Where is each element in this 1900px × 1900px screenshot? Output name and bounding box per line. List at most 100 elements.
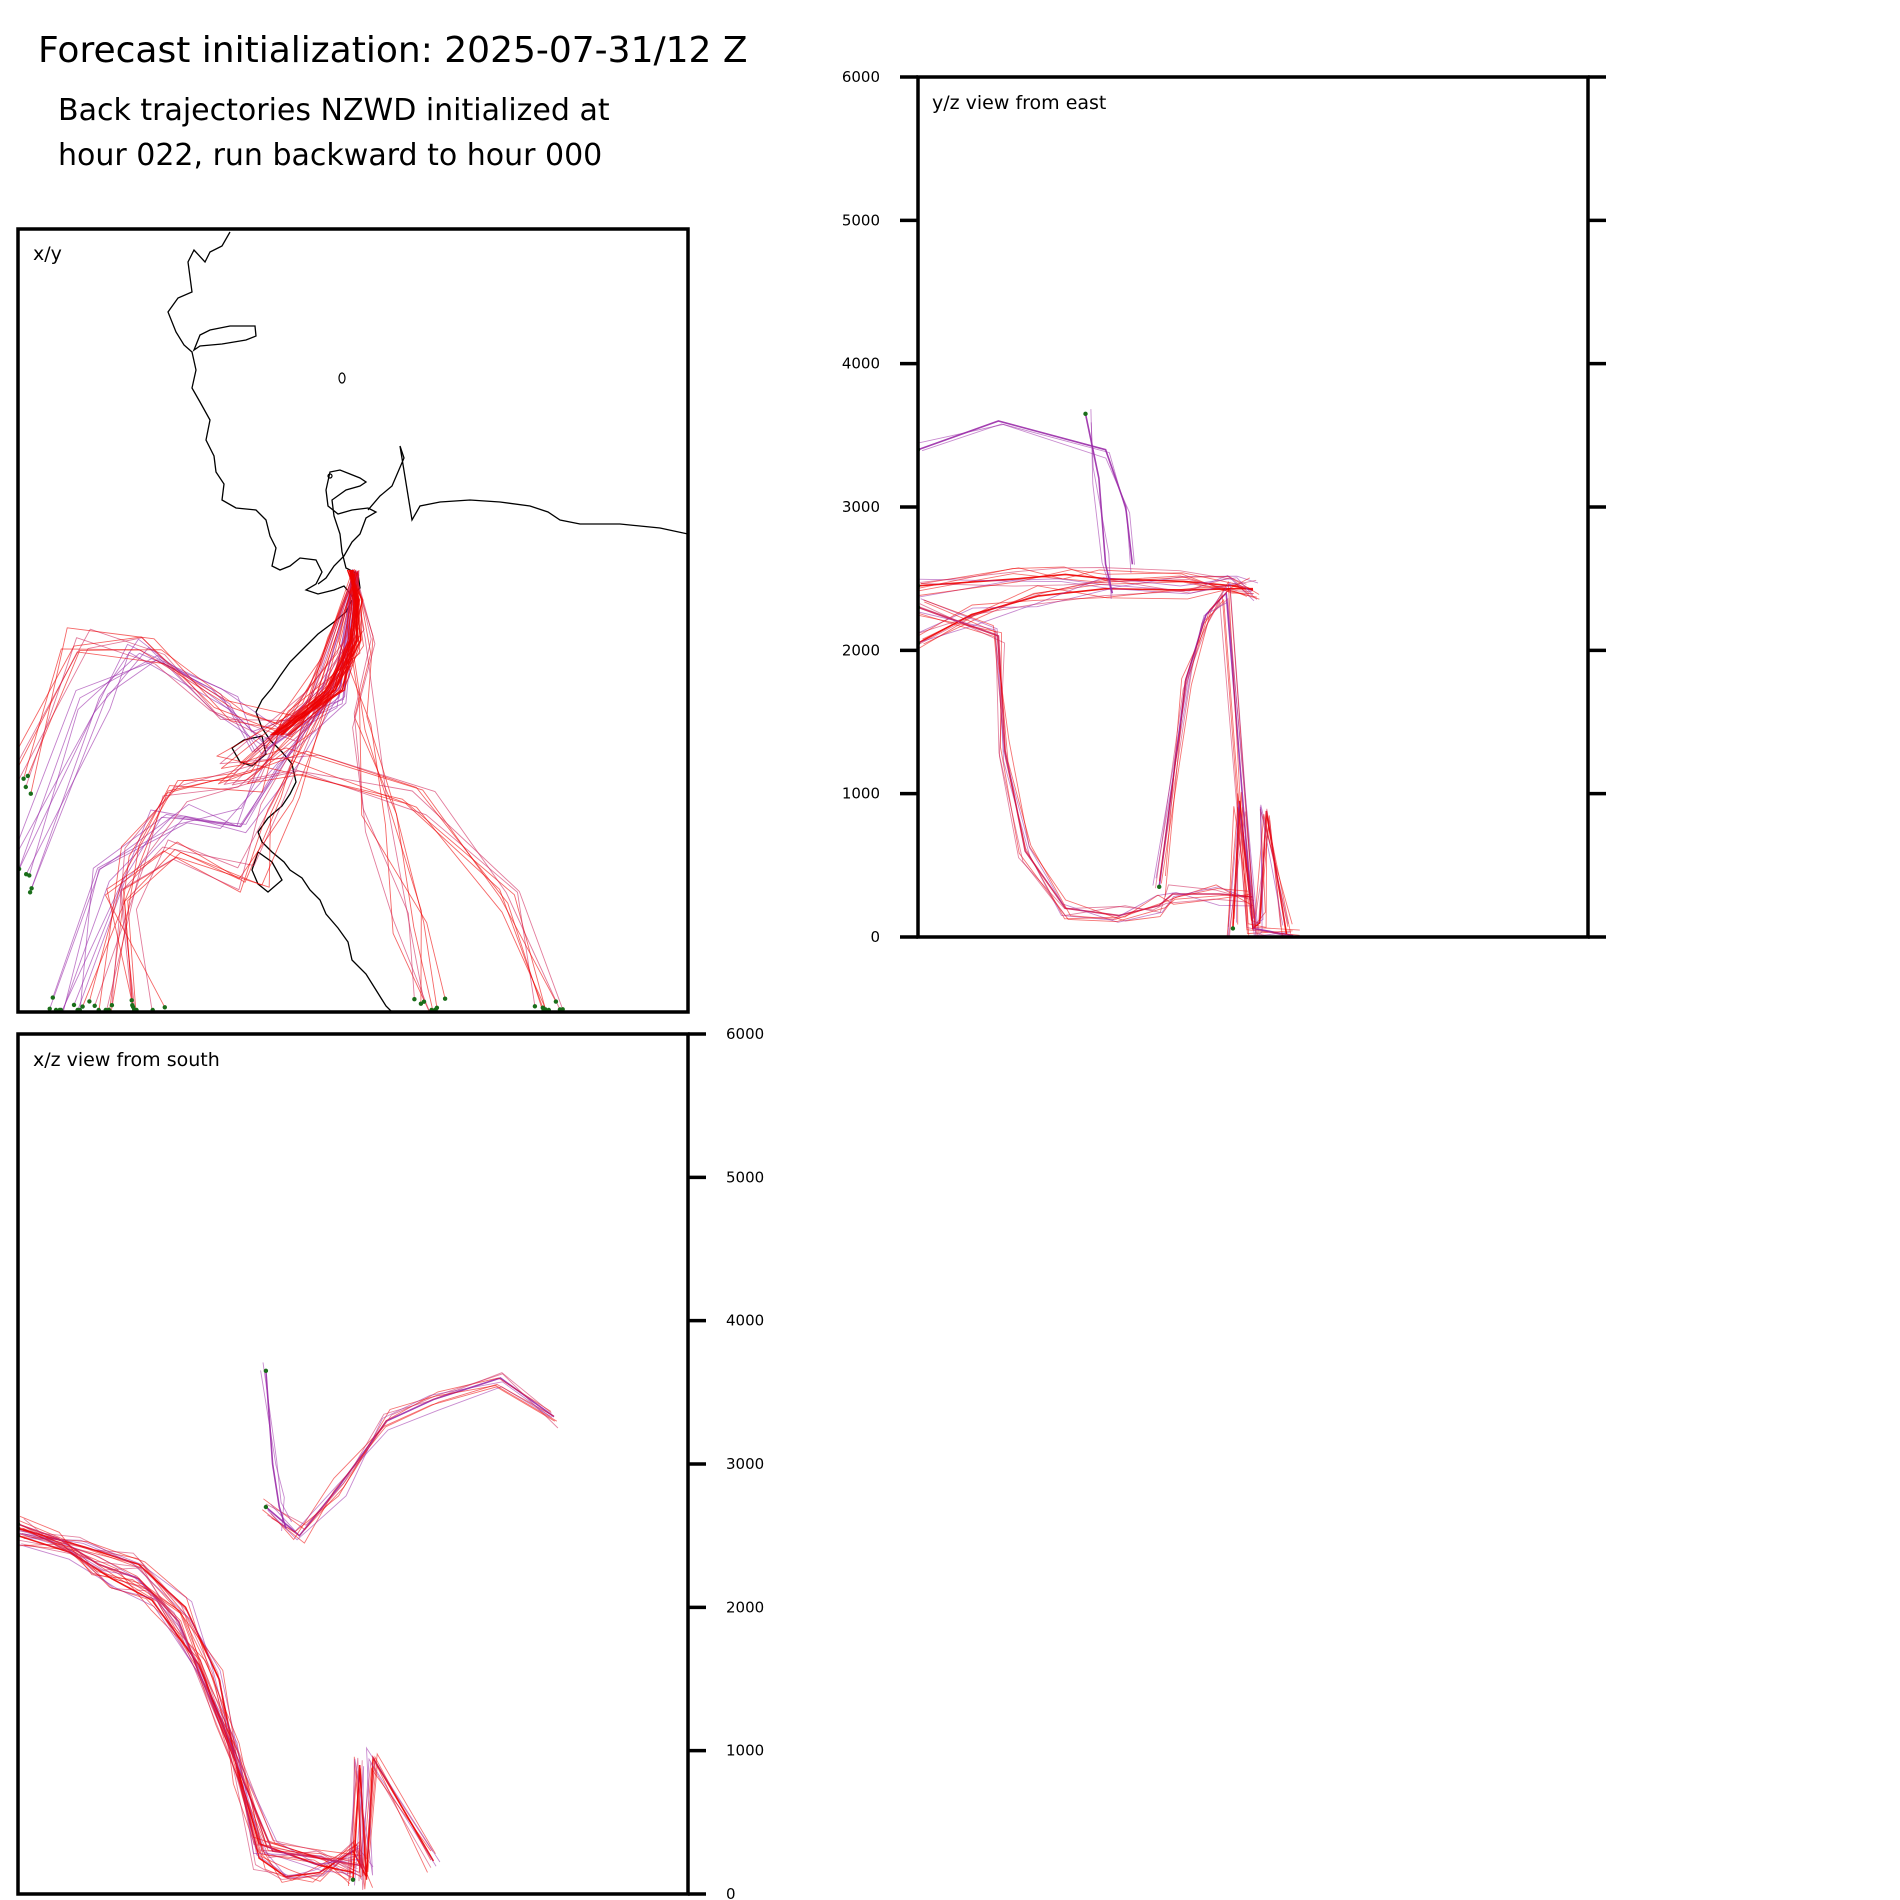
trajectory-line — [18, 1522, 359, 1873]
coastline — [167, 231, 378, 597]
trajectory-endpoint — [9, 792, 13, 796]
trajectory-endpoint — [553, 999, 559, 1004]
trajectory-line — [49, 570, 358, 1009]
y-tick-label: 0 — [870, 928, 880, 946]
trajectory-line — [25, 572, 359, 875]
trajectory-line — [94, 571, 355, 1006]
trajectory-line — [271, 1385, 558, 1533]
trajectory-endpoint — [29, 886, 34, 891]
trajectory-endpoint — [532, 1004, 538, 1009]
trajectory-line — [918, 587, 1253, 644]
yz-trajectories — [918, 409, 1300, 937]
trajectory-endpoint — [129, 998, 134, 1003]
trajectory-line — [24, 1545, 350, 1885]
y-tick-label: 3000 — [726, 1455, 764, 1473]
small-island — [338, 372, 346, 384]
trajectory-endpoint — [263, 1504, 269, 1510]
trajectory-line — [18, 1533, 361, 1882]
trajectory-line — [135, 571, 352, 1012]
trajectory-line — [19, 1527, 369, 1880]
trajectory-line — [104, 573, 359, 1008]
xy-endpoints — [7, 773, 565, 1012]
trajectory-endpoint — [7, 887, 11, 891]
xz-frame — [16, 1032, 690, 1896]
trajectory-line — [108, 569, 364, 1012]
trajectory-line — [270, 1386, 556, 1541]
trajectory-line — [231, 572, 564, 1010]
trajectory-line — [921, 423, 1135, 565]
trajectory-endpoint — [442, 996, 448, 1001]
trajectory-line — [18, 1519, 374, 1888]
xy-panel-label: x/y — [33, 243, 62, 265]
trajectory-line — [1227, 803, 1284, 937]
trajectory-line — [918, 605, 1255, 916]
trajectory-line — [23, 1537, 362, 1879]
trajectory-endpoint — [1157, 884, 1162, 890]
trajectory-line — [18, 1527, 355, 1879]
trajectory-endpoint — [92, 1003, 97, 1008]
trajectory-line — [52, 574, 360, 998]
xy-trajectories — [18, 569, 564, 1012]
trajectory-line — [923, 599, 1254, 922]
trajectory-line — [919, 603, 1248, 911]
trajectory-line — [920, 567, 1258, 600]
coastline-east — [367, 445, 688, 535]
trajectory-line — [73, 569, 354, 1006]
trajectory-line — [918, 584, 1250, 637]
trajectory-line — [267, 1372, 552, 1537]
trajectory-endpoint — [25, 773, 30, 779]
trajectory-line — [18, 1539, 360, 1873]
trajectory-line — [120, 574, 360, 1012]
xz-axis: 0 1000 2000 3000 4000 5000 6000 — [688, 1025, 764, 1900]
trajectory-line — [27, 570, 357, 777]
trajectory-line — [18, 1543, 357, 1867]
trajectory-line — [1090, 409, 1113, 595]
trajectory-line — [223, 570, 536, 1007]
trajectory-line — [918, 569, 1254, 594]
trajectory-line — [260, 1370, 285, 1532]
trajectory-line — [21, 1533, 362, 1883]
xz-trajectories — [18, 1362, 559, 1890]
trajectory-line — [23, 1528, 355, 1860]
trajectory-line — [28, 572, 358, 876]
yz-panel: 0 1000 2000 3000 4000 5000 6000 y/z view from … — [842, 68, 1606, 946]
trajectory-line — [918, 612, 1252, 920]
trajectory-line — [270, 569, 361, 736]
y-tick-label: 2000 — [842, 641, 880, 659]
xy-frame — [16, 227, 690, 1014]
trajectory-endpoint — [418, 1001, 424, 1006]
trajectory-endpoint — [1230, 926, 1236, 931]
trajectory-line — [923, 581, 1257, 645]
trajectory-line — [88, 572, 358, 1002]
trajectory-endpoint — [109, 1003, 115, 1008]
yz-axis: 0 1000 2000 3000 4000 5000 6000 — [842, 68, 1606, 946]
trajectory-line — [18, 572, 352, 844]
trajectory-line — [353, 570, 431, 1012]
trajectory-line — [262, 1362, 292, 1523]
trajectory-line — [1084, 413, 1114, 594]
trajectory-line — [21, 1543, 358, 1869]
trajectory-line — [265, 1370, 287, 1529]
y-tick-label: 1000 — [726, 1742, 764, 1760]
trajectory-line — [18, 1543, 352, 1879]
trajectory-endpoint — [350, 1877, 356, 1882]
trajectory-line — [127, 573, 358, 1012]
trajectory-line — [18, 570, 355, 769]
y-tick-label: 3000 — [842, 498, 880, 516]
xz-panel-label: x/z view from south — [33, 1049, 220, 1071]
trajectory-line — [30, 574, 355, 794]
figure-title: Forecast initialization: 2025-07-31/12 Z — [38, 30, 748, 71]
trajectory-line — [286, 569, 359, 736]
y-tick-label: 2000 — [726, 1598, 764, 1616]
trajectory-line — [23, 572, 355, 779]
trajectory-line — [346, 569, 446, 999]
y-tick-label: 6000 — [842, 68, 880, 86]
trajectory-line — [62, 570, 353, 1012]
trajectory-endpoint — [162, 1005, 167, 1010]
coastline-north — [192, 325, 257, 352]
trajectory-line — [18, 1529, 361, 1865]
trajectory-line — [18, 1523, 360, 1867]
trajectory-endpoint — [7, 775, 11, 779]
trajectory-endpoint — [27, 890, 33, 895]
